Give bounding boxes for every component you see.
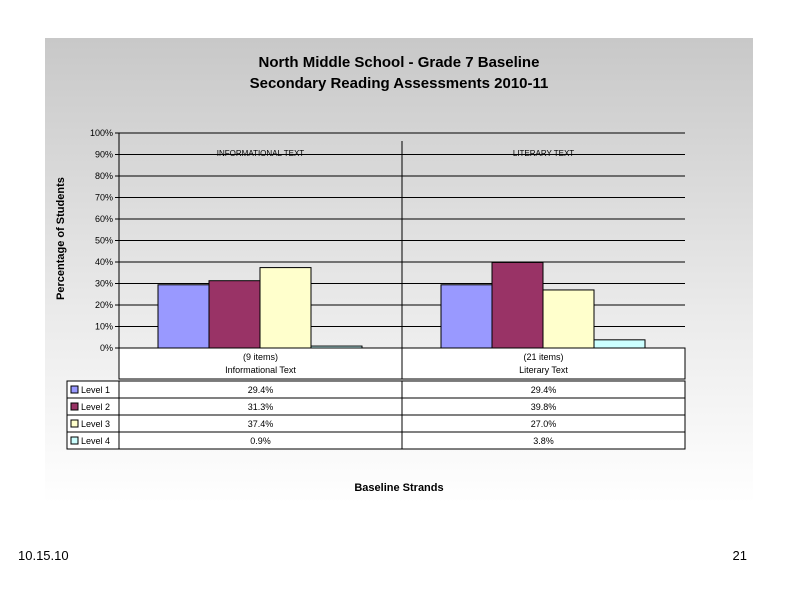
x-axis-label: Baseline Strands <box>354 482 444 494</box>
chart-subtitle: Secondary Reading Assessments 2010-11 <box>249 75 549 92</box>
bar <box>491 261 544 349</box>
table-row <box>66 380 686 399</box>
y-tick-label: 80% <box>95 171 113 181</box>
data-label: 27.0% <box>531 419 557 429</box>
category-label: Literary Text <box>519 365 568 375</box>
data-label: 31.3% <box>248 402 274 412</box>
y-tick-label: 60% <box>95 214 113 224</box>
footer-page-number: 21 <box>732 548 747 563</box>
legend-swatch <box>70 419 79 428</box>
bar <box>259 267 312 349</box>
group-header-label: INFORMATIONAL TEXT <box>217 149 305 158</box>
y-tick-label: 100% <box>90 128 113 138</box>
y-tick-label: 10% <box>95 322 113 332</box>
y-tick-label: 30% <box>95 279 113 289</box>
table-row <box>66 431 686 450</box>
data-label: 29.4% <box>248 385 274 395</box>
legend-label: Level 4 <box>81 436 110 446</box>
data-label: 3.8% <box>533 436 554 446</box>
data-label: 0.9% <box>250 436 271 446</box>
y-tick-label: 0% <box>100 343 113 353</box>
legend-label: Level 2 <box>81 402 110 412</box>
legend-swatch <box>70 436 79 445</box>
data-label: 39.8% <box>531 402 557 412</box>
data-label: 37.4% <box>248 419 274 429</box>
category-items-label: (21 items) <box>523 352 563 362</box>
bar <box>542 289 595 349</box>
y-tick-label: 20% <box>95 300 113 310</box>
table-row <box>66 414 686 433</box>
category-label: Informational Text <box>225 365 296 375</box>
footer-date: 10.15.10 <box>18 548 69 563</box>
y-tick-label: 50% <box>95 236 113 246</box>
legend-swatch <box>70 385 79 394</box>
category-items-label: (9 items) <box>243 352 278 362</box>
bar <box>593 339 646 349</box>
bar <box>157 284 210 349</box>
legend-label: Level 1 <box>81 385 110 395</box>
y-tick-label: 40% <box>95 257 113 267</box>
data-label: 29.4% <box>531 385 557 395</box>
bar <box>208 280 261 349</box>
group-header-label: LITERARY TEXT <box>513 149 574 158</box>
y-tick-label: 70% <box>95 193 113 203</box>
table-row <box>66 397 686 416</box>
legend-swatch <box>70 402 79 411</box>
y-tick-label: 90% <box>95 150 113 160</box>
bar <box>440 284 493 349</box>
chart-title: North Middle School - Grade 7 Baseline <box>258 54 540 71</box>
legend-label: Level 3 <box>81 419 110 429</box>
